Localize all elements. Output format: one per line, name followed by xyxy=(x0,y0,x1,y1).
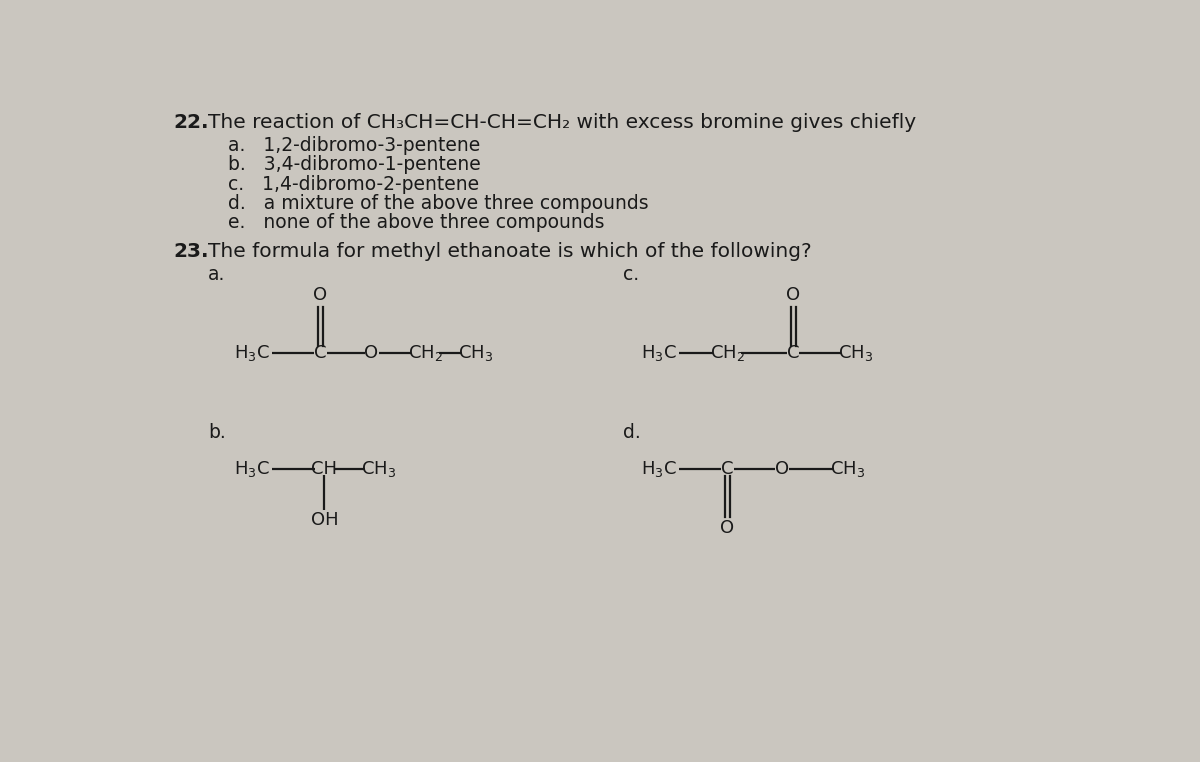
Text: C: C xyxy=(787,344,799,362)
Text: The reaction of CH₃CH=CH-CH=CH₂ with excess bromine gives chiefly: The reaction of CH₃CH=CH-CH=CH₂ with exc… xyxy=(208,113,917,132)
Text: c.: c. xyxy=(623,264,638,283)
Text: b.: b. xyxy=(208,423,226,441)
Text: CH$_2$: CH$_2$ xyxy=(710,343,745,363)
Text: H$_3$C: H$_3$C xyxy=(641,459,677,479)
Text: H$_3$C: H$_3$C xyxy=(234,343,270,363)
Text: O: O xyxy=(313,287,328,305)
Text: a.: a. xyxy=(208,264,226,283)
Text: The formula for methyl ethanoate is which of the following?: The formula for methyl ethanoate is whic… xyxy=(208,242,811,261)
Text: O: O xyxy=(774,459,788,478)
Text: OH: OH xyxy=(311,511,338,530)
Text: CH$_3$: CH$_3$ xyxy=(830,459,865,479)
Text: CH$_3$: CH$_3$ xyxy=(458,343,493,363)
Text: CH$_3$: CH$_3$ xyxy=(361,459,396,479)
Text: H$_3$C: H$_3$C xyxy=(641,343,677,363)
Text: e.   none of the above three compounds: e. none of the above three compounds xyxy=(228,213,604,232)
Text: 22.: 22. xyxy=(173,113,209,132)
Text: 23.: 23. xyxy=(173,242,209,261)
Text: C: C xyxy=(721,459,733,478)
Text: c.   1,4-dibromo-2-pentene: c. 1,4-dibromo-2-pentene xyxy=(228,174,479,194)
Text: d.: d. xyxy=(623,423,641,441)
Text: b.   3,4-dibromo-1-pentene: b. 3,4-dibromo-1-pentene xyxy=(228,155,480,174)
Text: CH$_3$: CH$_3$ xyxy=(838,343,872,363)
Text: O: O xyxy=(364,344,378,362)
Text: C: C xyxy=(314,344,326,362)
Text: CH: CH xyxy=(311,459,337,478)
Text: O: O xyxy=(786,287,800,305)
Text: d.   a mixture of the above three compounds: d. a mixture of the above three compound… xyxy=(228,194,648,213)
Text: H$_3$C: H$_3$C xyxy=(234,459,270,479)
Text: O: O xyxy=(720,519,734,537)
Text: CH$_2$: CH$_2$ xyxy=(408,343,443,363)
Text: a.   1,2-dibromo-3-pentene: a. 1,2-dibromo-3-pentene xyxy=(228,136,480,155)
